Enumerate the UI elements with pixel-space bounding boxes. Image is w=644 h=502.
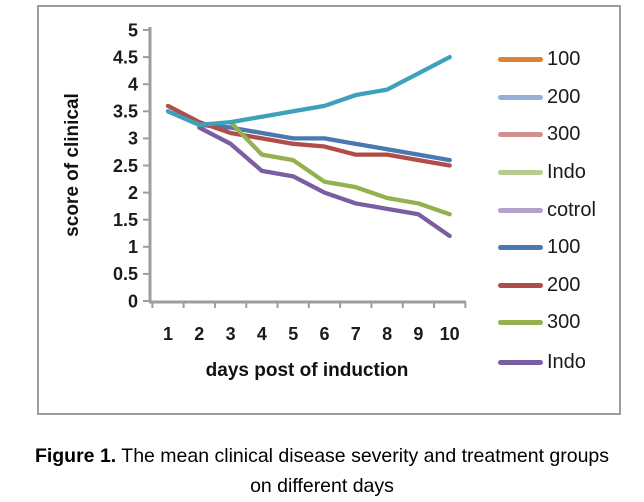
legend-item: Indo	[498, 161, 586, 183]
legend-label: 200	[547, 273, 581, 296]
series-line-300-olive-green	[228, 119, 452, 217]
caption-figure-label: Figure 1.	[34, 445, 117, 467]
legend-swatch	[498, 131, 543, 137]
legend-label: 200	[547, 85, 581, 108]
x-tick-label: 4	[257, 324, 267, 344]
legend-label: cotrol	[547, 198, 596, 221]
y-tick-label: 3.5	[113, 102, 138, 122]
legend-item: 300	[498, 311, 580, 333]
y-tick-label: 0	[128, 291, 138, 311]
legend-item: 200	[498, 86, 580, 108]
legend-label: 100	[547, 235, 581, 258]
x-tick-label: 1	[163, 324, 173, 344]
y-tick-label: 4.5	[113, 47, 138, 67]
y-tick-label: 5	[128, 20, 138, 40]
caption-line1: Figure 1. The mean clinical disease seve…	[0, 441, 644, 471]
y-axis-title: score of clinical	[62, 93, 83, 237]
legend-item: cotrol	[498, 199, 596, 221]
x-tick-label: 3	[226, 324, 236, 344]
legend-swatch	[498, 56, 543, 62]
x-tick-label: 9	[413, 324, 423, 344]
x-axis-title: days post of induction	[206, 360, 409, 381]
chart-frame: score of clinical days post of induction…	[37, 5, 621, 415]
chart-legend: 100 200 300 Indo cotrol 100 200 300 Indo	[39, 7, 619, 413]
legend-label: 100	[547, 47, 581, 70]
legend-item: 100	[498, 48, 580, 70]
legend-swatch	[498, 319, 543, 325]
y-tick-label: 1	[128, 237, 138, 257]
legend-label: Indo	[547, 350, 586, 373]
legend-swatch	[498, 282, 543, 288]
x-tick-label: 6	[319, 324, 329, 344]
caption-line2: on different days	[250, 475, 394, 497]
legend-label: 300	[547, 310, 581, 333]
legend-swatch	[498, 169, 543, 175]
legend-item: 200	[498, 274, 580, 296]
series-line-rising-teal	[165, 54, 452, 127]
legend-item: 100	[498, 236, 580, 258]
legend-item: Indo	[498, 351, 586, 373]
x-tick-label: 2	[194, 324, 204, 344]
figure-caption: Figure 1. The mean clinical disease seve…	[0, 441, 644, 501]
x-tick-label: 10	[440, 324, 460, 344]
y-tick-label: 0.5	[113, 264, 138, 284]
line-chart: score of clinical days post of induction…	[62, 20, 467, 381]
legend-swatch	[498, 207, 543, 213]
legend-label: Indo	[547, 160, 586, 183]
legend-swatch	[498, 94, 543, 100]
y-tick-label: 1.5	[113, 210, 138, 230]
y-tick-label: 2.5	[113, 156, 138, 176]
legend-swatch	[498, 359, 543, 365]
caption-text: The mean clinical disease severity and t…	[116, 445, 610, 467]
legend-label: 300	[547, 122, 581, 145]
x-tick-label: 8	[382, 324, 392, 344]
y-tick-label: 4	[128, 75, 138, 95]
x-tick-label: 7	[351, 324, 361, 344]
series-line-200-dark-red	[165, 103, 452, 168]
y-tick-label: 2	[128, 183, 138, 203]
y-tick-label: 3	[128, 129, 138, 149]
legend-swatch	[498, 244, 543, 250]
legend-item: 300	[498, 123, 580, 145]
x-tick-label: 5	[288, 324, 298, 344]
series-line-Indo-dark-purple	[197, 125, 452, 239]
